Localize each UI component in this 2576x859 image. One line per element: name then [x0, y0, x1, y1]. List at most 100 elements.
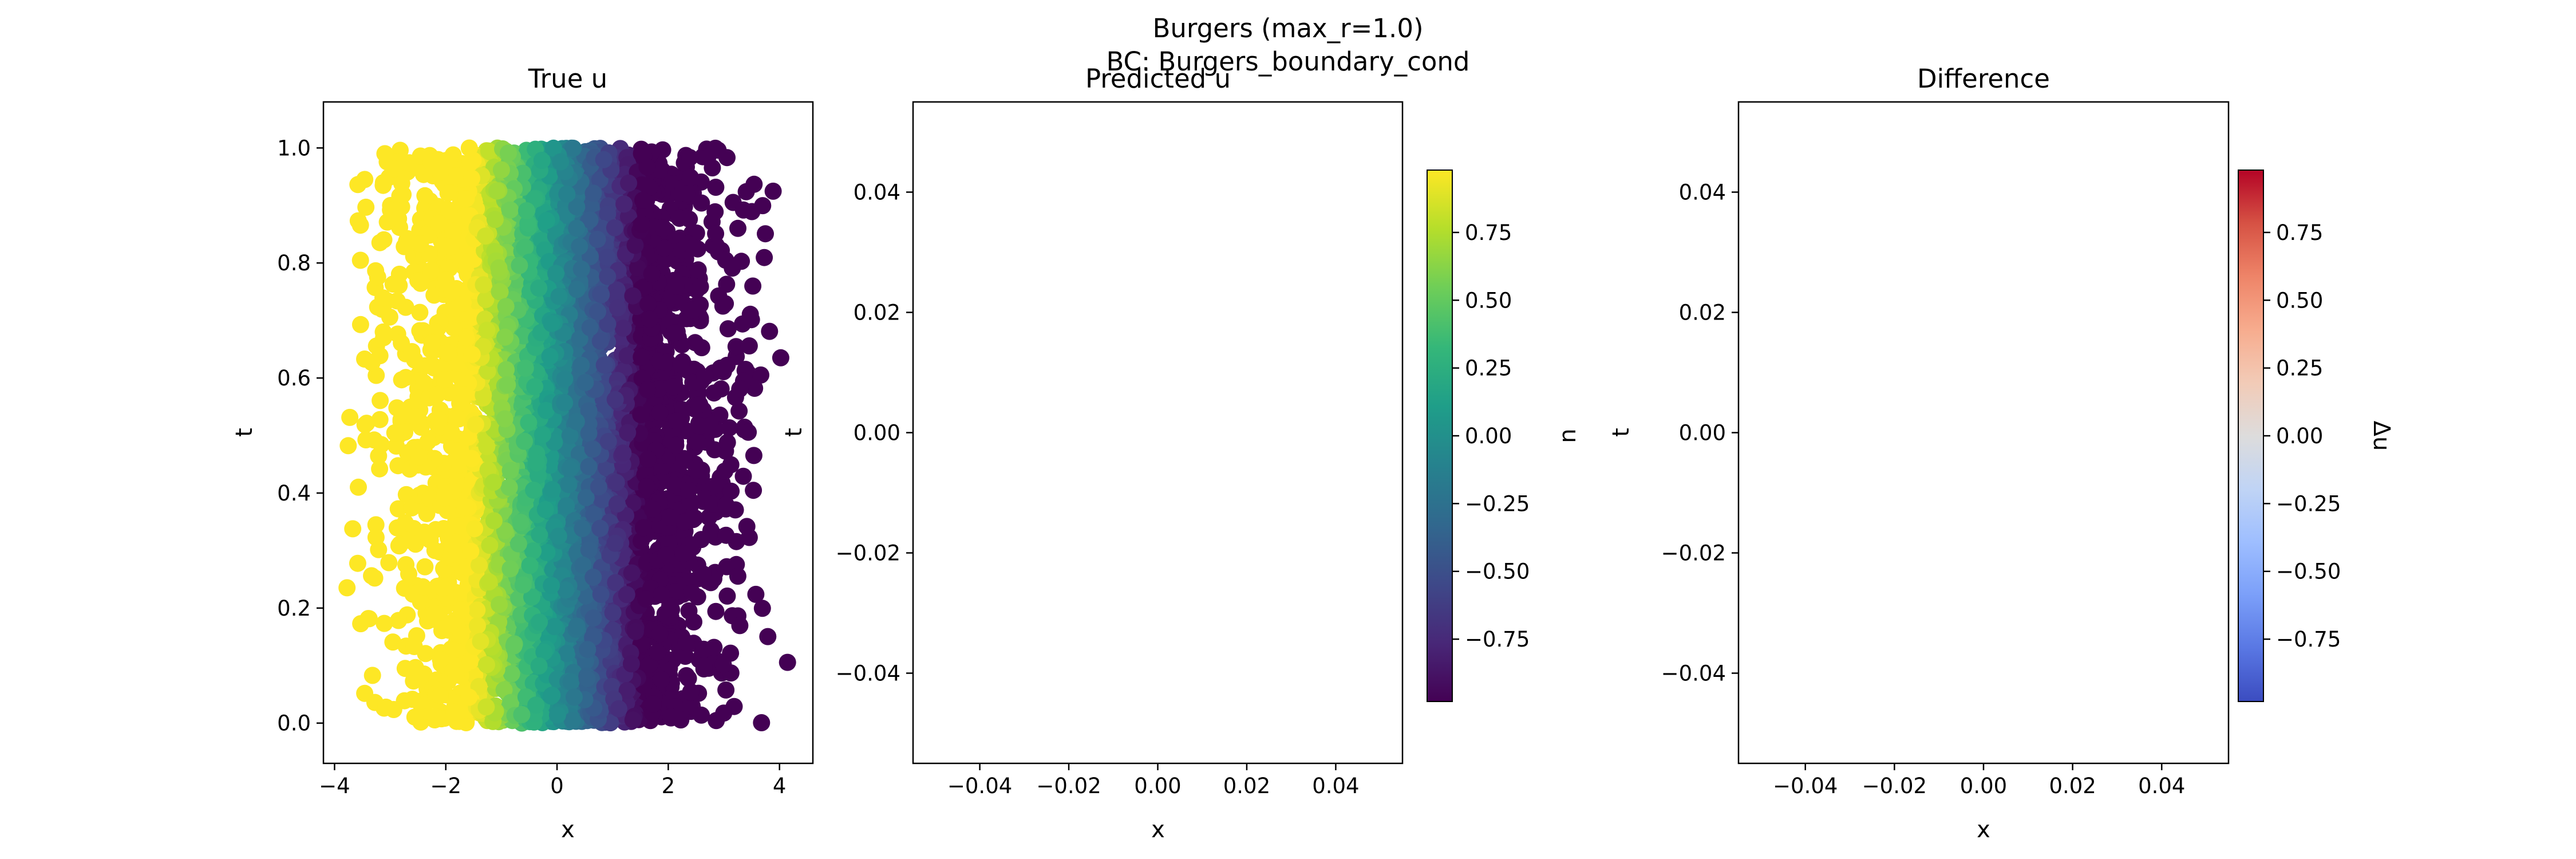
- scatter-point: [543, 687, 561, 704]
- scatter-point: [397, 369, 414, 387]
- scatter-point: [624, 711, 642, 729]
- scatter-point: [558, 645, 576, 663]
- panel-true-u: True u −4 −2 0 2 40.00.20.40.60.81.0 x t: [231, 64, 814, 843]
- scatter-point: [581, 211, 599, 228]
- scatter-point: [717, 681, 735, 699]
- scatter-point: [718, 587, 736, 605]
- scatter-point: [468, 601, 486, 619]
- scatter-point: [491, 283, 508, 301]
- scatter-point: [753, 600, 771, 617]
- scatter-point: [598, 249, 616, 266]
- scatter-point: [422, 262, 440, 279]
- scatter-point: [637, 590, 655, 608]
- scatter-point: [351, 216, 369, 234]
- scatter-point: [546, 618, 563, 636]
- scatter-point: [386, 424, 404, 442]
- scatter-point: [680, 602, 698, 620]
- scatter-point: [442, 423, 460, 441]
- figure-title-line1: Burgers (max_r=1.0): [1152, 13, 1423, 44]
- scatter-point: [460, 139, 478, 157]
- scatter-point: [404, 691, 421, 708]
- scatter-point: [374, 289, 392, 307]
- scatter-point: [384, 275, 402, 293]
- scatter-point: [367, 516, 385, 534]
- scatter-point: [599, 205, 617, 223]
- scatter-point: [356, 684, 374, 702]
- scatter-point: [757, 225, 774, 243]
- scatter-point: [429, 385, 447, 403]
- scatter-point: [386, 160, 404, 178]
- scatter-point: [563, 712, 581, 730]
- scatter-point: [408, 627, 425, 645]
- scatter-point: [511, 257, 528, 274]
- scatter-point: [733, 253, 750, 270]
- scatter-point: [433, 710, 451, 728]
- scatter-point: [371, 234, 389, 251]
- scatter-point: [510, 590, 528, 608]
- scatter-point: [556, 370, 574, 388]
- scatter-point: [448, 442, 466, 460]
- scatter-point: [432, 651, 449, 668]
- scatter-point: [457, 190, 475, 207]
- scatter-point: [633, 348, 650, 366]
- scatter-point: [440, 202, 458, 220]
- scatter-point: [571, 330, 588, 348]
- scatter-point: [607, 474, 625, 491]
- scatter-point: [356, 350, 373, 368]
- scatter-point: [714, 656, 732, 673]
- scatter-point: [689, 261, 707, 279]
- scatter-point: [349, 554, 366, 572]
- scatter-point: [613, 332, 630, 350]
- scatter-point: [752, 366, 769, 384]
- scatter-point: [584, 609, 602, 627]
- scatter-point: [371, 460, 389, 478]
- scatter-point: [718, 356, 736, 374]
- scatter-point: [582, 198, 600, 216]
- scatter-point: [666, 324, 683, 342]
- scatter-point: [523, 588, 540, 606]
- scatter-point: [661, 509, 678, 526]
- scatter-point: [481, 537, 499, 554]
- scatter-point: [561, 427, 579, 444]
- scatter-point: [618, 586, 635, 604]
- scatter-point: [584, 184, 602, 202]
- scatter-point: [461, 652, 479, 670]
- scatter-point: [580, 541, 598, 559]
- scatter-point: [394, 186, 412, 203]
- scatter-point: [718, 434, 736, 451]
- scatter-point: [706, 203, 724, 220]
- scatter-point: [716, 462, 734, 480]
- scatter-point: [375, 329, 393, 346]
- scatter-point: [561, 460, 579, 478]
- scatter-point: [560, 476, 578, 494]
- scatter-point: [580, 402, 598, 420]
- scatter-point: [598, 459, 615, 476]
- scatter-point: [705, 384, 723, 402]
- scatter-point: [496, 410, 513, 428]
- scatter-point: [439, 184, 457, 202]
- scatter-point: [618, 681, 636, 699]
- scatter-point: [403, 499, 421, 517]
- scatter-point: [764, 182, 782, 200]
- scatter-point: [530, 279, 548, 297]
- scatter-point: [406, 535, 424, 553]
- scatter-point: [543, 481, 561, 498]
- scatter-point: [419, 433, 437, 451]
- scatter-point: [460, 428, 477, 446]
- scatter-point: [643, 501, 661, 518]
- scatter-point: [696, 368, 714, 386]
- scatter-point: [606, 391, 624, 408]
- scatter-point: [761, 322, 779, 340]
- scatter-point: [721, 419, 738, 437]
- scatter-point: [524, 542, 542, 560]
- scatter-point: [644, 695, 662, 713]
- scatter-point: [477, 291, 495, 308]
- scatter-point: [357, 431, 375, 448]
- scatter-point: [731, 617, 749, 635]
- scatter-point: [391, 535, 409, 553]
- scatter-point: [686, 334, 704, 352]
- scatter-point: [447, 666, 465, 684]
- scatter-point: [416, 187, 434, 204]
- scatter-point: [577, 587, 595, 605]
